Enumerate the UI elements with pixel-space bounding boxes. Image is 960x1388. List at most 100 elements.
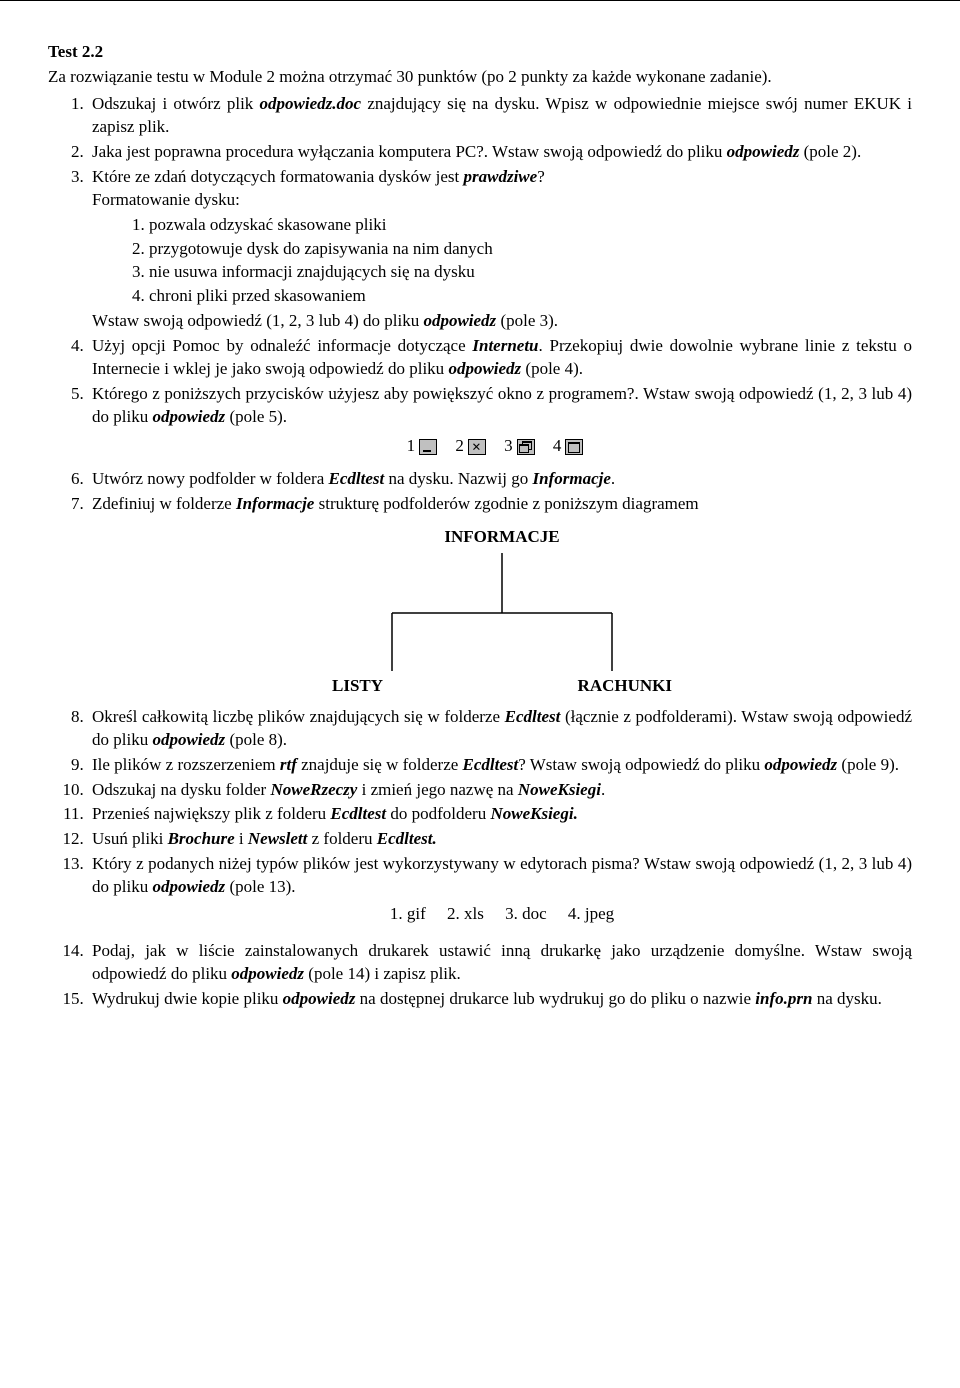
diagram-lines-icon	[352, 553, 652, 673]
q6-f2: Informacje	[533, 469, 611, 488]
q2-file: odpowiedz	[727, 142, 800, 161]
q15-mid: na dostępnej drukarce lub wydrukuj go do…	[355, 989, 755, 1008]
q4-post: (pole 4).	[521, 359, 583, 378]
question-11: Przenieś największy plik z folderu Ecdlt…	[88, 803, 912, 826]
q5-file: odpowiedz	[152, 407, 225, 426]
q11-f1: Ecdltest	[330, 804, 386, 823]
maximize-icon	[565, 439, 583, 455]
q4-file: odpowiedz	[448, 359, 521, 378]
close-icon	[468, 439, 486, 455]
q10-pre: Odszukaj na dysku folder	[92, 780, 270, 799]
icon-label-3: 3	[504, 436, 513, 455]
question-14: Podaj, jak w liście zainstalowanych druk…	[88, 940, 912, 986]
q3-opt-2: 2. przygotowuje dysk do zapisywania na n…	[132, 238, 912, 261]
filetypes-row: 1. gif 2. xls 3. doc 4. jpeg	[92, 903, 912, 926]
q4-em: Internetu	[472, 336, 538, 355]
diagram-right: RACHUNKI	[578, 675, 672, 698]
q6-post: .	[611, 469, 615, 488]
icon-label-1: 1	[407, 436, 416, 455]
q4-pre: Użyj opcji Pomoc by odnaleźć informacje …	[92, 336, 472, 355]
q7-f1: Informacje	[236, 494, 314, 513]
q3-ans-post: (pole 3).	[496, 311, 558, 330]
q1-file: odpowiedz.doc	[260, 94, 362, 113]
diagram-root: INFORMACJE	[322, 526, 682, 549]
q7-pre: Zdefiniuj w folderze	[92, 494, 236, 513]
question-7: Zdefiniuj w folderze Informacje struktur…	[88, 493, 912, 698]
intro-text: Za rozwiązanie testu w Module 2 można ot…	[48, 66, 912, 89]
q15-f2: info.prn	[755, 989, 812, 1008]
q11-mid: do podfolderu	[386, 804, 490, 823]
question-1: Odszukaj i otwórz plik odpowiedz.doc zna…	[88, 93, 912, 139]
q15-f1: odpowiedz	[283, 989, 356, 1008]
q2-post: (pole 2).	[799, 142, 861, 161]
q3-em: prawdziwe	[464, 167, 538, 186]
question-8: Określ całkowitą liczbę plików znajdując…	[88, 706, 912, 752]
q9-pre: Ile plików z rozszerzeniem	[92, 755, 280, 774]
q5-post: (pole 5).	[225, 407, 287, 426]
q14-text: Podaj, jak w liście zainstalowanych druk…	[92, 941, 912, 983]
q3-ans-file: odpowiedz	[423, 311, 496, 330]
page-title: Test 2.2	[48, 41, 912, 64]
question-5: Którego z poniższych przycisków użyjesz …	[88, 383, 912, 458]
question-13: Który z podanych niżej typów plików jest…	[88, 853, 912, 926]
q15-post: na dysku.	[812, 989, 881, 1008]
folder-diagram: INFORMACJE LISTY RACHUNKI	[322, 526, 682, 698]
q12-mid2: z folderu	[307, 829, 376, 848]
q9-ext: rtf	[280, 755, 297, 774]
q9-post: (pole 9).	[837, 755, 899, 774]
minimize-icon	[419, 439, 437, 455]
question-list: Odszukaj i otwórz plik odpowiedz.doc zna…	[48, 93, 912, 1011]
q11-f2: NoweKsiegi.	[490, 804, 577, 823]
question-15: Wydrukuj dwie kopie pliku odpowiedz na d…	[88, 988, 912, 1011]
q6-pre: Utwórz nowy podfolder w foldera	[92, 469, 329, 488]
q15-pre: Wydrukuj dwie kopie pliku	[92, 989, 283, 1008]
q8-pre: Określ całkowitą liczbę plików znajdując…	[92, 707, 505, 726]
question-9: Ile plików z rozszerzeniem rtf znajduje …	[88, 754, 912, 777]
diagram-left: LISTY	[332, 675, 383, 698]
question-10: Odszukaj na dysku folder NoweRzeczy i zm…	[88, 779, 912, 802]
question-12: Usuń pliki Brochure i Newslett z folderu…	[88, 828, 912, 851]
q3-opt-1: 1. pozwala odzyskać skasowane pliki	[132, 214, 912, 237]
icon-label-4: 4	[553, 436, 562, 455]
q9-mid: znajduje się w folderze	[297, 755, 463, 774]
question-2: Jaka jest poprawna procedura wyłączania …	[88, 141, 912, 164]
question-3: Które ze zdań dotyczących formatowania d…	[88, 166, 912, 334]
q3-post: ?	[537, 167, 545, 186]
question-4: Użyj opcji Pomoc by odnaleźć informacje …	[88, 335, 912, 381]
q7-post: strukturę podfolderów zgodnie z poniższy…	[314, 494, 698, 513]
q10-mid: i zmień jego nazwę na	[357, 780, 518, 799]
q13-post: (pole 13).	[225, 877, 295, 896]
q3-subtitle: Formatowanie dysku:	[92, 189, 912, 212]
q3-opt-3: 3. nie usuwa informacji znajdujących się…	[132, 261, 912, 284]
q12-pre: Usuń pliki	[92, 829, 168, 848]
q10-f2: NoweKsiegi	[518, 780, 601, 799]
q10-post: .	[601, 780, 605, 799]
q3-opt-4: 4. chroni pliki przed skasowaniem	[132, 285, 912, 308]
q10-f1: NoweRzeczy	[270, 780, 357, 799]
question-6: Utwórz nowy podfolder w foldera Ecdltest…	[88, 468, 912, 491]
q8-file: odpowiedz	[152, 730, 225, 749]
q12-f2: Newslett	[248, 829, 308, 848]
icon-label-2: 2	[455, 436, 464, 455]
q6-f1: Ecdltest	[329, 469, 385, 488]
q8-f1: Ecdltest	[505, 707, 561, 726]
q12-mid: i	[235, 829, 248, 848]
q12-f1: Brochure	[168, 829, 235, 848]
q12-f3: Ecdltest.	[377, 829, 437, 848]
q11-pre: Przenieś największy plik z folderu	[92, 804, 330, 823]
q3-ans-pre: Wstaw swoją odpowiedź (1, 2, 3 lub 4) do…	[92, 311, 423, 330]
q9-mid2: ? Wstaw swoją odpowiedź do pliku	[518, 755, 764, 774]
restore-icon	[517, 439, 535, 455]
q3-options: 1. pozwala odzyskać skasowane pliki 2. p…	[132, 214, 912, 309]
q2-pre: Jaka jest poprawna procedura wyłączania …	[92, 142, 727, 161]
q9-f1: Ecdltest	[463, 755, 519, 774]
q13-file: odpowiedz	[152, 877, 225, 896]
q6-mid: na dysku. Nazwij go	[384, 469, 532, 488]
window-buttons-row: 1 2 3 4	[92, 435, 912, 458]
q14-file: odpowiedz	[231, 964, 304, 983]
q8-post: (pole 8).	[225, 730, 287, 749]
q14-post: (pole 14) i zapisz plik.	[304, 964, 461, 983]
q1-pre: Odszukaj i otwórz plik	[92, 94, 260, 113]
q9-file: odpowiedz	[764, 755, 837, 774]
q3-pre: Które ze zdań dotyczących formatowania d…	[92, 167, 464, 186]
